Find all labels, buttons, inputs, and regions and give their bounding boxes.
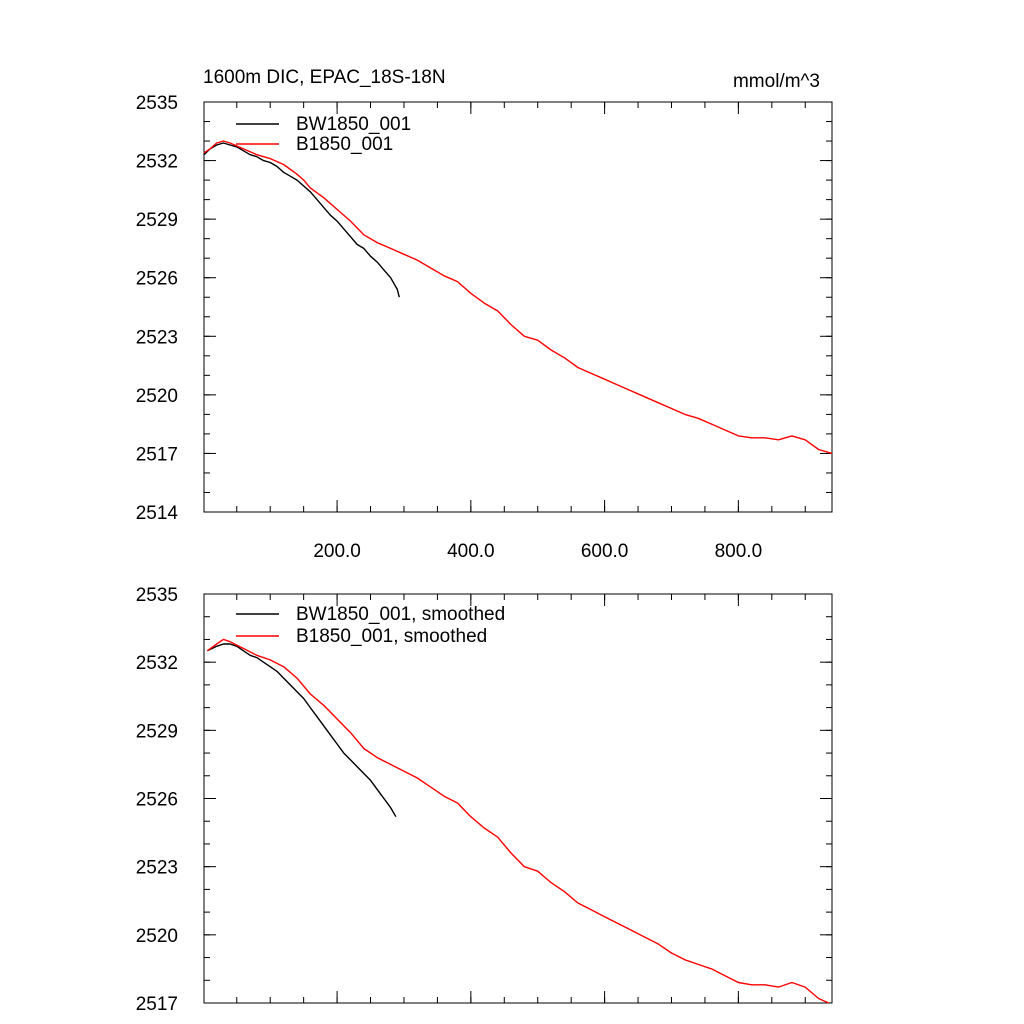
y-tick-label: 2526 — [136, 269, 178, 290]
y-tick-label: 2523 — [136, 858, 178, 879]
y-tick-label: 2514 — [136, 503, 179, 524]
y-tick-label: 2535 — [136, 93, 178, 114]
legend-label: B1850_001, smoothed — [296, 626, 487, 647]
y-tick-label: 2517 — [136, 994, 178, 1015]
panel-smoothed: 2517 2520 2523 2526 2529 2532 2535 BW1850_001, … — [136, 585, 833, 1015]
legend-label: BW1850_001, smoothed — [296, 604, 505, 625]
series-line — [206, 643, 397, 818]
figure-title: 1600m DIC, EPAC_18S-18N — [203, 67, 446, 88]
legend-label: B1850_001 — [296, 134, 393, 155]
y-tick-label: 2535 — [136, 585, 178, 606]
x-tick-label: 600.0 — [581, 541, 629, 562]
y-tick-label: 2532 — [136, 152, 178, 173]
plot-frame — [203, 593, 833, 1004]
panel-raw: 2514 2517 2520 2523 2526 2529 2532 2535 200.0 400… — [136, 93, 833, 562]
series-line — [203, 140, 833, 455]
x-tick-label: 200.0 — [313, 541, 361, 562]
series-line — [203, 142, 400, 298]
y-tick-label: 2529 — [136, 210, 178, 231]
x-tick-label: 400.0 — [447, 541, 495, 562]
x-tick-label: 800.0 — [715, 541, 763, 562]
plot-frame — [203, 101, 833, 513]
y-tick-label: 2529 — [136, 721, 178, 742]
legend-label: BW1850_001 — [296, 114, 411, 135]
y-tick-label: 2532 — [136, 653, 178, 674]
units-label: mmol/m^3 — [733, 71, 820, 92]
y-tick-label: 2520 — [136, 386, 178, 407]
series-line — [206, 638, 829, 1004]
y-tick-label: 2523 — [136, 327, 178, 348]
y-tick-label: 2526 — [136, 790, 178, 811]
y-tick-label: 2520 — [136, 926, 178, 947]
y-tick-label: 2517 — [136, 444, 178, 465]
